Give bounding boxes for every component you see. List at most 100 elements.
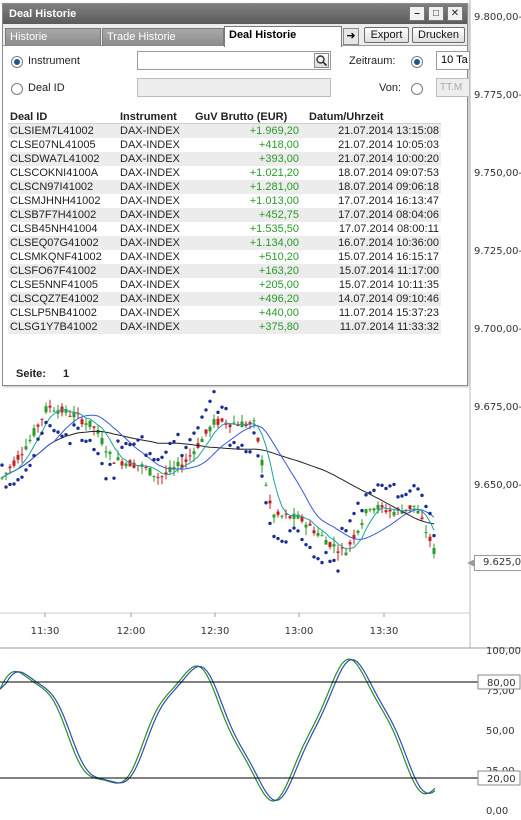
table-row[interactable]: CLSMJHNH41002 DAX-INDEX +1.013,00 17.07.201… [8,194,441,208]
table-row[interactable]: CLSMKQNF41002 DAX-INDEX +510,20 15.07.2014 … [8,250,441,264]
header-guv[interactable]: GuV Brutto (EUR) [195,111,288,123]
psar-dot [152,457,156,462]
dialog-title: Deal Historie [9,8,77,20]
psar-dot [16,478,20,482]
cell-datum: 11.07.2014 15:37:23 [338,307,439,319]
psar-dot [240,443,244,447]
cell-guv: +1.134,00 [249,237,299,249]
cell-deal-id: CLSB45NH41004 [10,223,98,235]
table-row[interactable]: CLSFO67F41002 DAX-INDEX +163,20 15.07.2014 … [8,264,441,278]
candle-body [212,419,216,425]
cell-instrument: DAX-INDEX [120,251,180,263]
tab-scroll-right-icon[interactable]: ➜ [343,28,359,45]
table-row[interactable]: CLSIEM7L41002 DAX-INDEX +1.969,20 21.07.201… [8,124,441,138]
moving-average-short [1,408,435,550]
time-tick-label: 13:30 [370,626,399,637]
psar-dot [396,495,400,499]
candle-body [192,451,196,455]
cell-instrument: DAX-INDEX [120,265,180,277]
candle-body [96,429,100,434]
candle-body [208,426,212,432]
candle-body [432,548,436,554]
candle-body [4,472,8,474]
psar-dot [96,451,100,456]
moving-average-long [1,430,435,525]
candle-body [156,477,160,479]
table-row[interactable]: CLSCQZ7E41002 DAX-INDEX +496,20 14.07.2014 … [8,292,441,306]
cell-instrument: DAX-INDEX [120,307,180,319]
psar-dot [148,451,152,456]
table-row[interactable]: CLSLP5NB41002 DAX-INDEX +440,00 11.07.2014 … [8,306,441,320]
psar-dot [292,526,296,530]
table-row[interactable]: CLSE07NL41005 DAX-INDEX +418,00 21.07.2014 … [8,138,441,152]
candle-body [168,467,172,472]
psar-dot [100,461,104,466]
von-radio[interactable] [411,83,423,95]
header-datum[interactable]: Datum/Uhrzeit [309,111,384,123]
cell-instrument: DAX-INDEX [120,195,180,207]
psar-dot [136,438,140,442]
osc-k-line [0,658,436,802]
cell-deal-id: CLSCQZ7E41002 [10,293,99,305]
psar-dot [68,441,72,446]
minimize-icon[interactable]: – [409,6,425,21]
export-button[interactable]: Export [364,27,409,43]
instrument-input[interactable] [137,51,331,70]
cell-deal-id: CLSEQ07G41002 [10,237,99,249]
psar-dot [204,408,208,412]
cell-datum: 17.07.2014 08:04:06 [338,209,439,221]
candle-body [200,438,204,442]
header-instrument[interactable]: Instrument [120,111,177,123]
psar-dot [428,511,432,516]
close-icon[interactable]: ✕ [447,6,463,21]
cell-guv: +510,20 [258,251,299,263]
deal-id-input[interactable] [137,78,331,97]
dialog-titlebar[interactable]: Deal Historie – □ ✕ [3,4,467,24]
psar-dot [280,539,284,543]
table-row[interactable]: CLSB7F7H41002 DAX-INDEX +452,75 17.07.2014 … [8,208,441,222]
psar-dot [44,420,48,425]
cell-instrument: DAX-INDEX [120,279,180,291]
candle-body [260,459,264,466]
print-button[interactable]: Drucken [412,27,465,43]
psar-dot [368,491,372,495]
zeitraum-select[interactable]: 10 Ta [436,51,470,70]
table-row[interactable]: CLSCOKNI4100A DAX-INDEX +1.021,20 18.07.201… [8,166,441,180]
candle-body [184,459,188,462]
psar-dot [128,442,132,447]
cell-deal-id: CLSMKQNF41002 [10,251,102,263]
time-tick-label: 12:00 [117,626,146,637]
cell-guv: +205,00 [258,279,299,291]
tab-deal-historie[interactable]: Deal Historie [224,26,342,47]
search-icon[interactable] [314,53,329,68]
maximize-icon[interactable]: □ [428,6,444,21]
header-deal-id[interactable]: Deal ID [10,111,48,123]
candle-body [404,509,408,511]
pager-value[interactable]: 1 [63,368,70,380]
deal-id-radio[interactable] [11,83,23,95]
candle-body [148,467,152,476]
von-date-input[interactable]: TT.M [436,78,470,97]
instrument-radio[interactable] [11,56,23,68]
table-row[interactable]: CLSG1Y7B41002 DAX-INDEX +375,80 11.07.2014 … [8,320,441,334]
candle-body [304,524,308,528]
tab-historie[interactable]: Historie [5,28,101,46]
candle-body [328,542,332,548]
table-row[interactable]: CLSDWA7L41002 DAX-INDEX +393,00 21.07.2014 … [8,152,441,166]
cell-instrument: DAX-INDEX [120,237,180,249]
candle-body [16,454,20,460]
price-tick-label: 9.700,00- [474,324,521,335]
table-row[interactable]: CLSCN97I41002 DAX-INDEX +1.281,00 18.07.201… [8,180,441,194]
zeitraum-radio[interactable] [411,56,423,68]
table-row[interactable]: CLSB45NH41004 DAX-INDEX +1.535,50 17.07.201… [8,222,441,236]
candle-body [272,514,276,518]
candle-body [352,534,356,540]
table-row[interactable]: CLSE5NNF41005 DAX-INDEX +205,00 15.07.2014 … [8,278,441,292]
candle-body [288,516,292,519]
psar-dot [8,482,12,487]
table-row[interactable]: CLSEQ07G41002 DAX-INDEX +1.134,00 16.07.201… [8,236,441,250]
psar-dot [188,438,192,442]
psar-dot [324,550,328,555]
tab-trade-historie[interactable]: Trade Historie [102,28,224,46]
